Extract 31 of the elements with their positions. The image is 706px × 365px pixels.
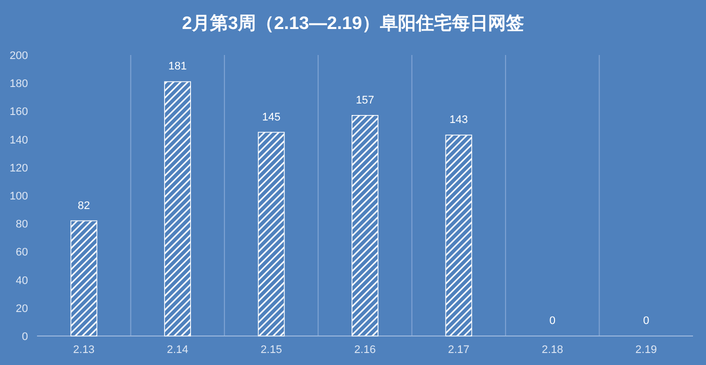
y-tick-label: 120 bbox=[10, 162, 28, 174]
x-tick-label: 2.15 bbox=[260, 344, 282, 356]
y-tick-label: 40 bbox=[16, 274, 28, 287]
x-tick-label: 2.13 bbox=[73, 344, 95, 356]
data-label: 0 bbox=[549, 315, 556, 327]
y-tick-label: 100 bbox=[10, 190, 28, 202]
data-label: 143 bbox=[450, 114, 468, 126]
y-tick-label: 160 bbox=[10, 106, 28, 118]
y-tick-label: 20 bbox=[16, 302, 28, 315]
bar bbox=[258, 132, 285, 336]
x-tick-label: 2.18 bbox=[542, 344, 564, 356]
data-label: 157 bbox=[356, 94, 374, 106]
x-tick-label: 2.17 bbox=[448, 344, 470, 356]
data-label: 0 bbox=[643, 315, 650, 327]
x-tick-label: 2.14 bbox=[166, 344, 188, 356]
y-tick-label: 200 bbox=[10, 50, 28, 62]
chart-title: 2月第3周（2.13—2.19）阜阳住宅每日网签 bbox=[182, 13, 524, 33]
bar bbox=[164, 81, 191, 336]
bar bbox=[70, 220, 98, 336]
x-tick-label: 2.16 bbox=[354, 344, 376, 356]
y-tick-label: 140 bbox=[10, 134, 28, 146]
bar bbox=[352, 115, 378, 336]
y-tick-label: 60 bbox=[16, 246, 28, 259]
data-label: 82 bbox=[78, 200, 90, 212]
x-tick-label: 2.19 bbox=[635, 344, 657, 356]
y-tick-label: 80 bbox=[16, 218, 28, 231]
y-tick-label: 0 bbox=[22, 331, 28, 343]
data-label: 145 bbox=[262, 111, 280, 124]
data-label: 181 bbox=[168, 60, 187, 73]
y-tick-label: 180 bbox=[10, 78, 28, 90]
bar bbox=[445, 134, 472, 336]
